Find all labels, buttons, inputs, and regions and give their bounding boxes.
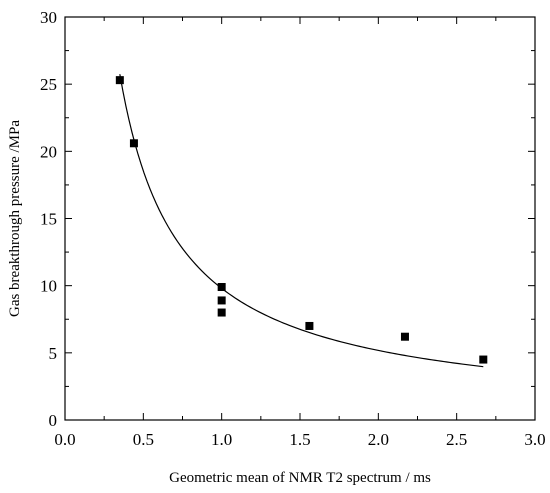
y-tick-label: 5 [49, 344, 58, 363]
y-axis-label: Gas breakthrough pressure /MPa [7, 120, 23, 317]
data-point [217, 308, 226, 317]
data-point [129, 139, 138, 148]
data-point [479, 355, 488, 364]
x-tick-label: 1.0 [211, 430, 232, 449]
data-point [400, 332, 409, 341]
data-points [115, 76, 488, 364]
data-point [305, 321, 314, 330]
data-point [115, 76, 124, 85]
y-axis-ticks: 0 5 10 15 20 25 30 [40, 8, 535, 430]
y-tick-label: 20 [40, 142, 57, 161]
plot-frame [64, 16, 536, 421]
x-tick-label: 1.5 [289, 430, 310, 449]
x-axis-ticks: 0.0 0.5 1.0 1.5 2.0 2.5 3.0 [54, 17, 546, 449]
x-tick-label: 0.0 [54, 430, 75, 449]
y-tick-label: 0 [49, 411, 58, 430]
x-tick-label: 3.0 [524, 430, 545, 449]
x-tick-label: 2.5 [446, 430, 467, 449]
x-axis-label: Geometric mean of NMR T2 spectrum / ms [169, 470, 431, 486]
x-tick-label: 2.0 [368, 430, 389, 449]
y-tick-label: 10 [40, 277, 57, 296]
data-point [217, 296, 226, 305]
y-tick-label: 25 [40, 75, 57, 94]
fit-curve [119, 74, 484, 368]
x-tick-label: 0.5 [133, 430, 154, 449]
data-point [217, 283, 226, 292]
y-tick-label: 15 [40, 210, 57, 229]
y-tick-label: 30 [40, 8, 57, 27]
